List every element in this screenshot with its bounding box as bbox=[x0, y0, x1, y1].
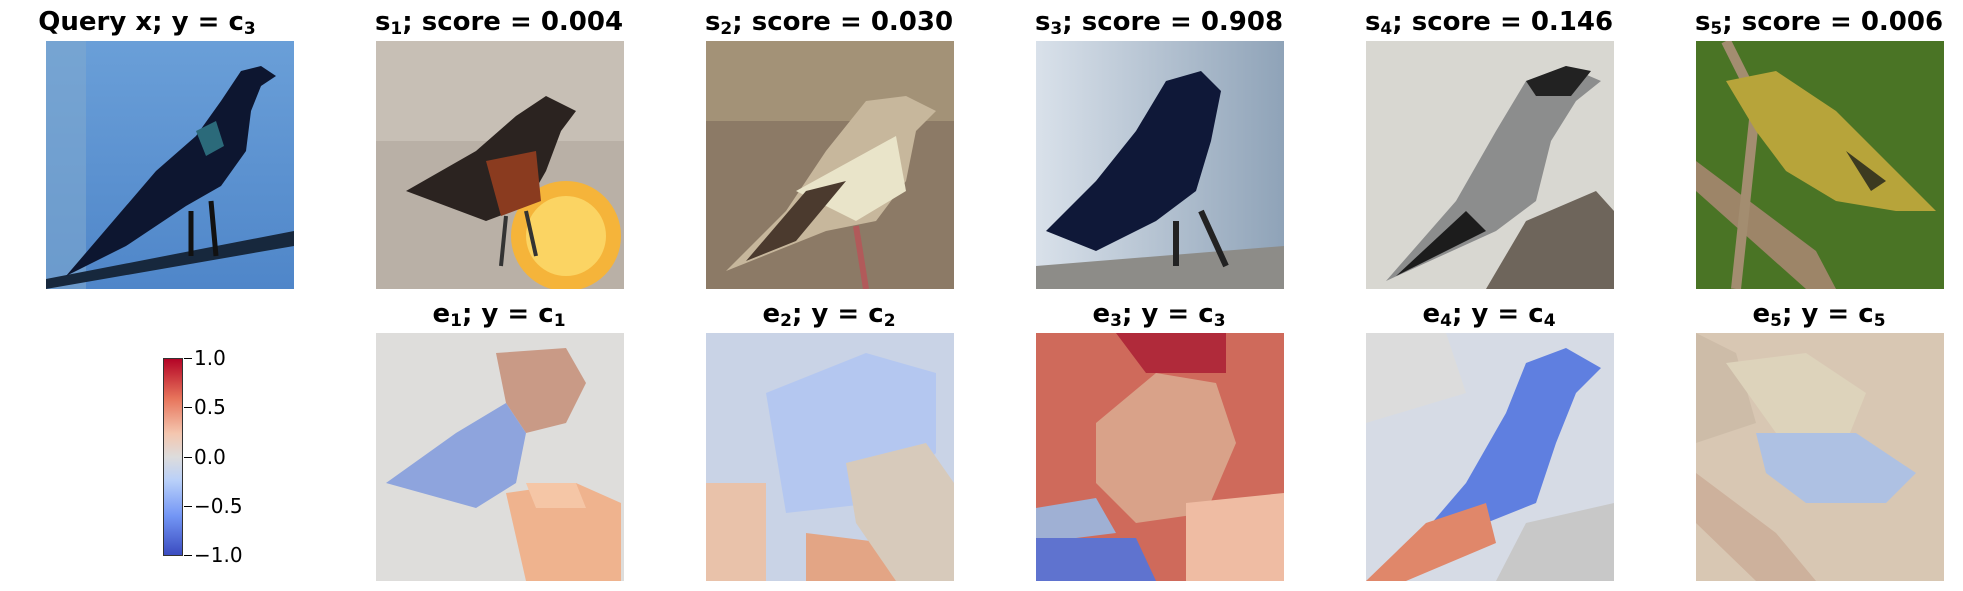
source-title-var: s bbox=[1695, 7, 1710, 37]
explanation-title-eq: = bbox=[837, 299, 859, 329]
explanation-title-cvar: c bbox=[1858, 299, 1873, 329]
explanation-heatmap-4 bbox=[1366, 333, 1614, 581]
colorbar-tick bbox=[184, 555, 192, 556]
explanation-title-csub: 5 bbox=[1874, 311, 1886, 331]
source-score: 0.908 bbox=[1201, 7, 1283, 37]
source-title-var: s bbox=[1035, 7, 1050, 37]
explanation-title-cvar: c bbox=[868, 299, 883, 329]
explanation-title-var: e bbox=[1422, 299, 1440, 329]
explanation-title-var: e bbox=[1752, 299, 1770, 329]
source-bird-image-5 bbox=[1696, 41, 1944, 289]
explanation-title-eq: = bbox=[507, 299, 529, 329]
colorbar-tick-label: −1.0 bbox=[194, 545, 243, 565]
colorbar bbox=[163, 358, 183, 556]
explanation-title-3: e3; y = c3 bbox=[1009, 299, 1309, 329]
explanation-title-var: e bbox=[432, 299, 450, 329]
explanation-title-var: e bbox=[1092, 299, 1110, 329]
query-title-eq: = bbox=[198, 7, 220, 37]
explanation-title-cvar: c bbox=[1198, 299, 1213, 329]
colorbar-tick-label: 1.0 bbox=[194, 348, 226, 368]
explanation-title-mid: ; y bbox=[1782, 299, 1818, 329]
source-score: 0.030 bbox=[871, 7, 953, 37]
explanation-title-mid: ; y bbox=[1122, 299, 1158, 329]
source-title-var: s bbox=[1365, 7, 1380, 37]
colorbar-tick bbox=[184, 407, 192, 408]
source-bird-image-1 bbox=[376, 41, 624, 289]
colorbar-tick-label: 0.0 bbox=[194, 447, 226, 467]
source-title-sub: 4 bbox=[1380, 19, 1392, 39]
source-bird-image-3 bbox=[1036, 41, 1284, 289]
source-title-2: s2; score = 0.030 bbox=[679, 7, 979, 37]
explanation-title-1: e1; y = c1 bbox=[349, 299, 649, 329]
explanation-heatmap-1 bbox=[376, 333, 624, 581]
explanation-title-mid: ; y bbox=[792, 299, 828, 329]
source-title-label: ; score = bbox=[1722, 7, 1861, 37]
explanation-title-mid: ; y bbox=[462, 299, 498, 329]
explanation-title-sub: 1 bbox=[450, 311, 462, 331]
explanation-title-mid: ; y bbox=[1452, 299, 1488, 329]
explanation-title-2: e2; y = c2 bbox=[679, 299, 979, 329]
colorbar-tick-label: −0.5 bbox=[194, 496, 243, 516]
explanation-title-cvar: c bbox=[1528, 299, 1543, 329]
query-title-prefix: Query x; y bbox=[38, 7, 188, 37]
source-title-label: ; score = bbox=[732, 7, 871, 37]
colorbar-tick bbox=[184, 457, 192, 458]
query-bird-image bbox=[46, 41, 294, 289]
explanation-title-csub: 1 bbox=[554, 311, 566, 331]
explanation-title-eq: = bbox=[1827, 299, 1849, 329]
explanation-heatmap-3 bbox=[1036, 333, 1284, 581]
explanation-title-sub: 3 bbox=[1110, 311, 1122, 331]
source-title-var: s bbox=[375, 7, 390, 37]
source-title-sub: 2 bbox=[720, 19, 732, 39]
source-title-1: s1; score = 0.004 bbox=[349, 7, 649, 37]
source-score: 0.004 bbox=[541, 7, 623, 37]
source-title-3: s3; score = 0.908 bbox=[1009, 7, 1309, 37]
explanation-title-cvar: c bbox=[538, 299, 553, 329]
explanation-heatmap-2 bbox=[706, 333, 954, 581]
colorbar-tick bbox=[184, 506, 192, 507]
explanation-title-csub: 3 bbox=[1214, 311, 1226, 331]
query-title: Query x; y = c3 bbox=[0, 7, 297, 37]
source-score: 0.006 bbox=[1861, 7, 1943, 37]
explanation-title-4: e4; y = c4 bbox=[1339, 299, 1639, 329]
source-title-var: s bbox=[705, 7, 720, 37]
source-title-sub: 1 bbox=[390, 19, 402, 39]
explanation-title-eq: = bbox=[1167, 299, 1189, 329]
source-bird-image-2 bbox=[706, 41, 954, 289]
explanation-title-sub: 2 bbox=[780, 311, 792, 331]
source-title-sub: 5 bbox=[1710, 19, 1722, 39]
source-bird-image-4 bbox=[1366, 41, 1614, 289]
explanation-title-var: e bbox=[762, 299, 780, 329]
source-title-label: ; score = bbox=[1062, 7, 1201, 37]
explanation-title-eq: = bbox=[1497, 299, 1519, 329]
source-title-5: s5; score = 0.006 bbox=[1669, 7, 1963, 37]
explanation-heatmap-5 bbox=[1696, 333, 1944, 581]
query-title-var: c bbox=[228, 7, 243, 37]
explanation-title-csub: 2 bbox=[884, 311, 896, 331]
explanation-title-5: e5; y = c5 bbox=[1669, 299, 1963, 329]
explanation-title-csub: 4 bbox=[1544, 311, 1556, 331]
explanation-title-sub: 5 bbox=[1770, 311, 1782, 331]
query-title-sub: 3 bbox=[244, 19, 256, 39]
source-score: 0.146 bbox=[1531, 7, 1613, 37]
explanation-title-sub: 4 bbox=[1440, 311, 1452, 331]
source-title-4: s4; score = 0.146 bbox=[1339, 7, 1639, 37]
colorbar-tick-label: 0.5 bbox=[194, 397, 226, 417]
source-title-sub: 3 bbox=[1050, 19, 1062, 39]
source-title-label: ; score = bbox=[402, 7, 541, 37]
colorbar-tick bbox=[184, 358, 192, 359]
source-title-label: ; score = bbox=[1392, 7, 1531, 37]
